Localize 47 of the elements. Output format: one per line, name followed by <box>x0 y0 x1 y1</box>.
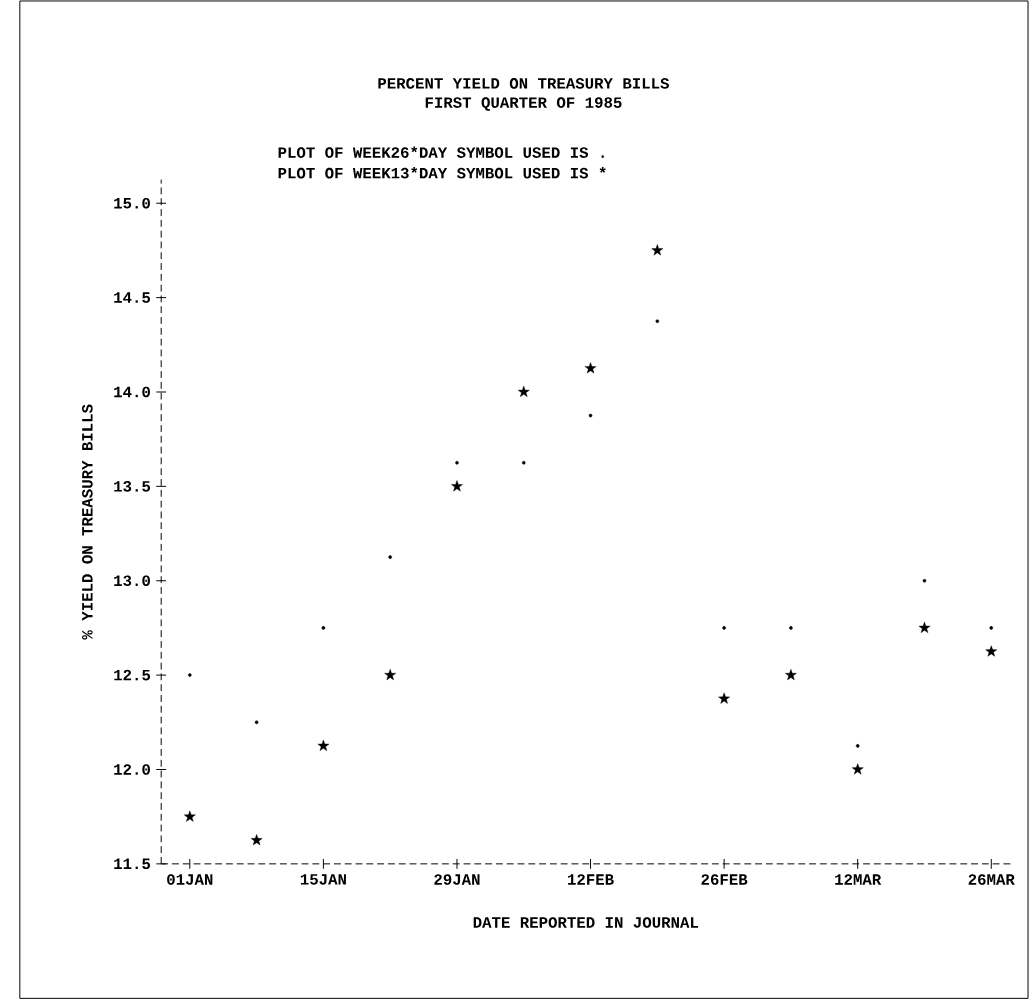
x-tick-label: 12MAR <box>835 874 882 885</box>
point <box>521 460 526 465</box>
point <box>789 625 793 630</box>
point <box>785 668 797 680</box>
chart-title: PERCENT YIELD ON TREASURY BILLS <box>378 77 669 89</box>
x-tick-label: 01JAN <box>167 874 213 885</box>
point <box>985 645 998 657</box>
y-tick-label: 15.0 <box>114 197 150 209</box>
point <box>584 362 597 374</box>
x-tick-label: 29JAN <box>434 874 480 885</box>
point <box>184 810 196 822</box>
y-axis-title: % YIELD ON TREASURY BILLS <box>82 404 93 640</box>
point <box>855 743 860 748</box>
point <box>388 555 392 559</box>
y-tick-label: 12.0 <box>114 764 150 775</box>
x-tick-label: 26FEB <box>701 874 748 885</box>
point <box>250 834 263 846</box>
point <box>188 673 192 677</box>
point <box>254 720 259 724</box>
y-tick-label: 14.0 <box>114 386 150 398</box>
point <box>718 692 730 704</box>
text: PLOT OF WEEK13*DAY SYMBOL USED IS * <box>278 166 606 179</box>
chart-subtitle: FIRST QUARTER OF 1985 <box>425 97 622 111</box>
y-tick-label: 11.5 <box>114 858 151 869</box>
x-axis-title: DATE REPORTED IN JOURNAL <box>473 916 699 928</box>
point <box>321 625 326 630</box>
point <box>317 739 330 751</box>
y-tick-label: 12.5 <box>114 669 151 681</box>
point <box>451 480 463 492</box>
point <box>455 460 459 465</box>
point <box>722 625 726 630</box>
y-tick-label: 14.5 <box>114 292 151 303</box>
y-tick-label: 13.5 <box>114 480 151 492</box>
y-tick-label: 13.0 <box>114 575 150 586</box>
text: PLOT OF WEEK26*DAY SYMBOL USED IS . <box>278 146 604 158</box>
x-tick-label: 12FEB <box>568 874 614 885</box>
point <box>851 763 864 775</box>
point <box>655 319 660 323</box>
point <box>989 625 994 630</box>
point <box>651 244 664 256</box>
point <box>384 668 396 680</box>
x-tick-label: 15JAN <box>300 874 346 885</box>
point <box>922 578 927 583</box>
x-tick-label: 26MAR <box>968 874 1015 885</box>
point <box>588 413 593 418</box>
point <box>918 621 931 633</box>
point <box>517 385 530 397</box>
